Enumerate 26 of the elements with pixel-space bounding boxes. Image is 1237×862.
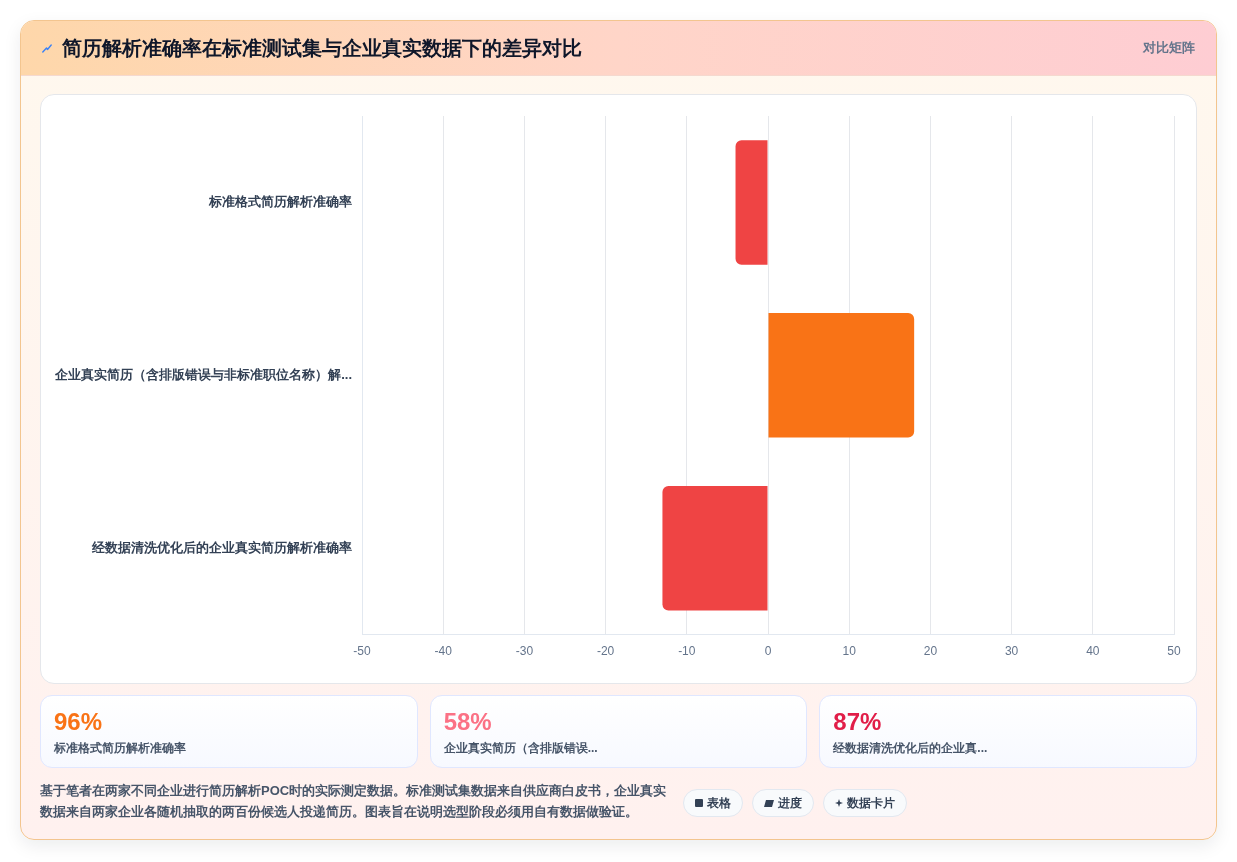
x-tick-label: 50 bbox=[1167, 644, 1181, 659]
text: 87% bbox=[833, 707, 883, 736]
text: 基于笔者在两家不同企业进行简历解析POC时的实际测定数据。标准测试集数据来自供应商白皮书，企业真实数据来自两家企业各随机抽取的两百份候选人投递简历。图表旨在说明选型阶段必须用自有数据做验证。 bbox=[40, 782, 668, 821]
x-tick-label: -20 bbox=[596, 644, 615, 659]
x-tick-label: 20 bbox=[923, 644, 938, 659]
x-tick-label: -40 bbox=[434, 644, 453, 659]
text: 标准格式简历解析准确率 bbox=[54, 740, 187, 757]
text: 企业真实简历（含排版错误... bbox=[443, 740, 599, 757]
x-tick-label: -10 bbox=[678, 644, 696, 659]
text: 经数据清洗优化后的企业真... bbox=[833, 740, 989, 757]
text: 96% bbox=[54, 707, 104, 736]
x-tick-label: 40 bbox=[1086, 644, 1100, 659]
x-tick-label: 30 bbox=[1004, 644, 1019, 659]
y-tick-label: 标准格式简历解析准确率 bbox=[208, 194, 352, 210]
text: 58% bbox=[443, 707, 493, 736]
text: 表格 bbox=[707, 795, 731, 811]
x-tick-label: -50 bbox=[353, 644, 371, 659]
chart-subtitle: 对比矩阵 bbox=[1143, 39, 1195, 57]
text: 数据卡片 bbox=[847, 795, 895, 811]
text: 进度 bbox=[778, 795, 802, 811]
chart-title: 简历解析准确率在标准测试集与企业真实数据下的差异对比 bbox=[62, 35, 582, 61]
y-tick-label: 企业真实简历（含排版错误与非标准职位名称）解... bbox=[54, 366, 352, 382]
x-tick-label: 0 bbox=[764, 644, 772, 659]
y-tick-label: 经数据清洗优化后的企业真实简历解析准确率 bbox=[91, 539, 352, 555]
x-tick-label: 10 bbox=[842, 644, 857, 659]
x-tick-label: -30 bbox=[515, 644, 534, 659]
